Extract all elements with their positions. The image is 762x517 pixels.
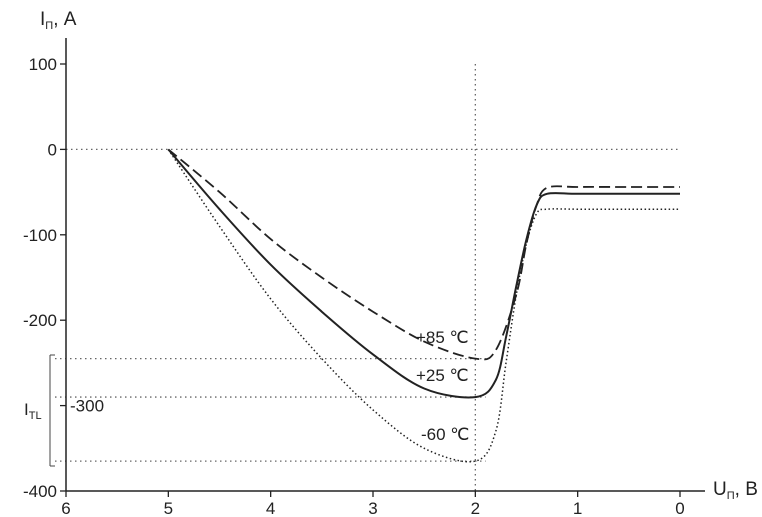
itl-label: ITL bbox=[24, 400, 42, 422]
ticks: 6 5 4 3 2 1 0 100 0 -100 -200 -300 -400 bbox=[23, 55, 685, 517]
x-tick-label: 6 bbox=[61, 499, 70, 517]
y-tick-label: -100 bbox=[23, 226, 57, 245]
series-line-2 bbox=[167, 148, 680, 463]
axes bbox=[65, 38, 705, 492]
x-tick-label: 4 bbox=[266, 499, 275, 517]
y-tick-label: 0 bbox=[48, 140, 57, 159]
x-axis-title: UП, В bbox=[713, 479, 758, 502]
x-tick-label: 2 bbox=[471, 499, 480, 517]
reference-lines bbox=[55, 64, 680, 491]
curves bbox=[167, 148, 681, 463]
itl-bracket bbox=[49, 354, 55, 467]
y-tick-label: -300 bbox=[70, 397, 104, 416]
x-tick-label: 1 bbox=[573, 499, 582, 517]
y-tick-label: 100 bbox=[29, 55, 57, 74]
y-axis-title: IП, A bbox=[40, 9, 77, 32]
y-tick-label: -400 bbox=[23, 482, 57, 501]
annotation-85c: +85 ℃ bbox=[416, 328, 469, 347]
y-tick-label: -200 bbox=[23, 311, 57, 330]
series-line-1 bbox=[167, 148, 680, 399]
annotation-60c: -60 ℃ bbox=[421, 425, 469, 444]
x-tick-label: 5 bbox=[164, 499, 173, 517]
x-tick-label: 3 bbox=[368, 499, 377, 517]
x-tick-label: 0 bbox=[675, 499, 684, 517]
annotation-25c: +25 ℃ bbox=[416, 366, 469, 385]
